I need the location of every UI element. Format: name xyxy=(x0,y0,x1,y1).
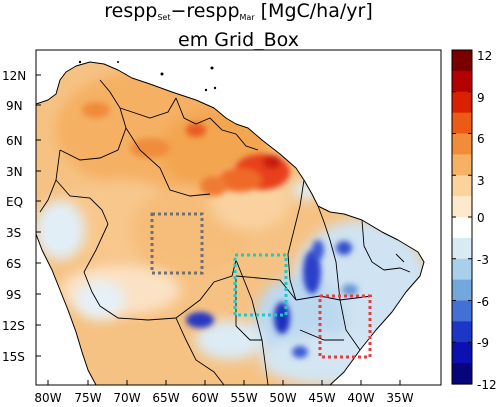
cyan-box xyxy=(233,253,288,317)
colorbar-label: -9 xyxy=(477,336,489,350)
lon-label: 65W xyxy=(152,391,179,405)
colorbar-cell xyxy=(452,258,472,281)
lat-label: 6N xyxy=(6,134,23,148)
gray-box xyxy=(150,212,204,275)
lon-label: 60W xyxy=(191,391,218,405)
title-line2: em Grid_Box xyxy=(178,29,299,51)
lon-label: 35W xyxy=(386,391,413,405)
lon-label: 55W xyxy=(230,391,257,405)
title-line1: resppSet−resppMar [MgC/ha/yr] xyxy=(104,0,373,22)
hotspots xyxy=(82,102,290,196)
colorbar-cell xyxy=(452,342,472,364)
lat-label: 12N xyxy=(2,69,26,83)
map-title: resppSet−resppMar [MgC/ha/yr] em Grid_Bo… xyxy=(36,0,441,51)
colorbar-cell xyxy=(452,196,472,218)
red-box xyxy=(318,294,372,359)
colorbar-cells xyxy=(452,50,472,385)
lon-label: 75W xyxy=(74,391,101,405)
lon-label: 80W xyxy=(34,391,61,405)
lon-label: 50W xyxy=(269,391,296,405)
borders xyxy=(39,79,411,385)
colorbar-cell xyxy=(452,217,472,239)
plot-frame xyxy=(35,49,442,386)
colorbar-cell xyxy=(452,154,472,176)
lat-label: 9S xyxy=(6,288,21,302)
blue-patches xyxy=(186,240,358,358)
lon-label: 45W xyxy=(308,391,335,405)
pacific-mask xyxy=(36,234,96,385)
lat-label: 6S xyxy=(6,257,21,271)
colorbar-cell xyxy=(452,175,472,197)
colorbar-label: 12 xyxy=(477,49,492,63)
lon-axis: 80W 75W 70W 65W 60W 55W 50W 45W 40W 35W xyxy=(34,380,414,405)
colorbar-cell xyxy=(452,363,472,385)
lat-axis: 12N 9N 6N 3N EQ 3S 6S 9S 12S 15S xyxy=(2,69,41,364)
colorbar: 12 9 6 3 0 -3 -6 -9 -12 xyxy=(451,49,497,392)
colorbar-cell xyxy=(452,279,472,302)
colorbar-label: 0 xyxy=(477,211,485,225)
islands xyxy=(78,60,217,92)
coastlines xyxy=(36,61,425,385)
colorbar-cell xyxy=(452,300,472,322)
colorbar-cell xyxy=(452,321,472,343)
lat-label: 9N xyxy=(6,99,23,113)
map-field xyxy=(36,50,441,385)
colorbar-cell xyxy=(452,112,472,135)
colorbar-cell xyxy=(452,237,472,260)
colorbar-cell xyxy=(452,91,472,114)
lon-label: 70W xyxy=(113,391,140,405)
lon-label: 40W xyxy=(347,391,374,405)
lat-label: 12S xyxy=(2,319,25,333)
lat-label: 3S xyxy=(6,226,21,240)
colorbar-label: -6 xyxy=(477,295,489,309)
colorbar-label: 3 xyxy=(477,174,485,188)
colorbar-label: -3 xyxy=(477,253,489,267)
colorbar-cell xyxy=(452,70,472,93)
colorbar-cell xyxy=(452,133,472,155)
colorbar-label: 9 xyxy=(477,91,485,105)
colorbar-tick-marks xyxy=(452,49,472,385)
colorbar-label: 6 xyxy=(477,132,485,146)
ocean-mask xyxy=(36,50,441,385)
lat-label: EQ xyxy=(6,195,23,209)
lat-label: 3N xyxy=(6,165,23,179)
colorbar-cell xyxy=(452,50,472,72)
colorbar-label: -12 xyxy=(477,378,497,392)
lat-label: 15S xyxy=(2,350,25,364)
